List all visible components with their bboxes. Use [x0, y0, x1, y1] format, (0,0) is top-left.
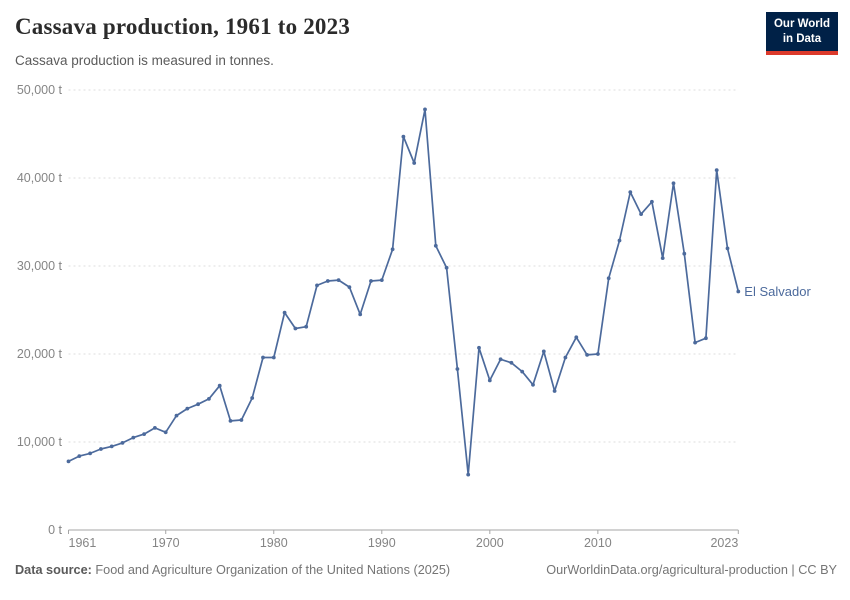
data-point-marker[interactable] [660, 256, 665, 260]
data-point-marker[interactable] [153, 426, 157, 430]
x-axis-label: 1980 [260, 536, 288, 550]
data-point-marker[interactable] [650, 199, 654, 204]
x-axis-label: 1990 [368, 536, 396, 550]
data-point-marker[interactable] [228, 419, 233, 423]
data-point-marker[interactable] [552, 389, 557, 393]
data-point-marker[interactable] [412, 161, 417, 165]
data-point-marker[interactable] [325, 279, 330, 283]
data-point-marker[interactable] [207, 397, 211, 401]
data-point-marker[interactable] [99, 447, 103, 451]
chart-subtitle: Cassava production is measured in tonnes… [15, 53, 274, 68]
data-point-marker[interactable] [444, 265, 449, 270]
data-point-marker[interactable] [77, 454, 82, 458]
y-axis-label: 0 t [48, 523, 62, 537]
series-line[interactable] [67, 108, 740, 476]
data-point-marker[interactable] [217, 383, 222, 388]
data-source-note: Data source: Food and Agriculture Organi… [15, 563, 450, 577]
data-point-marker[interactable] [401, 134, 406, 139]
data-point-marker[interactable] [671, 181, 676, 186]
data-point-marker[interactable] [293, 326, 298, 331]
data-point-marker[interactable] [606, 276, 611, 281]
x-axis-label: 2010 [584, 536, 612, 550]
data-point-marker[interactable] [433, 243, 438, 248]
data-point-marker[interactable] [261, 355, 265, 360]
data-point-marker[interactable] [520, 369, 525, 374]
data-point-marker[interactable] [455, 367, 460, 371]
data-point-marker[interactable] [498, 357, 503, 362]
data-point-marker[interactable] [271, 355, 276, 360]
data-point-marker[interactable] [617, 238, 622, 243]
owid-logo-line1: Our World [773, 18, 830, 30]
y-axis-label: 30,000 t [17, 259, 63, 273]
page-title: Cassava production, 1961 to 2023 [15, 14, 351, 39]
data-point-marker[interactable] [390, 247, 395, 252]
data-point-marker[interactable] [131, 435, 136, 440]
data-point-marker[interactable] [714, 168, 719, 173]
data-point-marker[interactable] [196, 402, 201, 407]
data-point-marker[interactable] [596, 352, 600, 356]
attribution-link[interactable]: OurWorldinData.org/agricultural-producti… [546, 563, 837, 577]
data-point-marker[interactable] [369, 279, 373, 283]
data-point-marker[interactable] [239, 418, 244, 422]
owid-logo: Our World in Data [765, 12, 838, 55]
y-axis-label: 20,000 t [17, 347, 63, 361]
data-point-marker[interactable] [563, 355, 568, 360]
data-point-marker[interactable] [639, 212, 643, 217]
data-point-marker[interactable] [574, 335, 579, 340]
data-point-marker[interactable] [282, 310, 287, 315]
data-point-marker[interactable] [336, 278, 341, 282]
data-point-marker[interactable] [628, 190, 633, 195]
data-point-marker[interactable] [509, 360, 514, 365]
chart-footer: Data source: Food and Agriculture Organi… [15, 563, 837, 577]
data-point-marker[interactable] [487, 378, 492, 383]
data-point-marker[interactable] [66, 459, 71, 464]
entity-label: El Salvador [744, 284, 811, 299]
data-point-marker[interactable] [250, 396, 255, 400]
data-point-marker[interactable] [142, 432, 147, 436]
data-point-marker[interactable] [541, 349, 546, 354]
data-point-marker[interactable] [304, 324, 309, 329]
data-point-marker[interactable] [185, 406, 190, 411]
data-point-marker[interactable] [109, 444, 114, 449]
data-source-label: Data source: [15, 563, 92, 577]
data-point-marker[interactable] [88, 451, 92, 456]
data-point-marker[interactable] [531, 382, 535, 387]
data-point-marker[interactable] [693, 340, 697, 345]
data-point-marker[interactable] [379, 278, 384, 282]
x-axis-label: 1961 [69, 536, 97, 550]
x-axis-label: 2000 [476, 536, 504, 550]
data-point-marker[interactable] [466, 472, 471, 477]
data-point-marker[interactable] [347, 285, 352, 289]
y-axis-label: 50,000 t [17, 83, 63, 97]
data-point-marker[interactable] [120, 441, 125, 445]
owid-logo-line2: in Data [782, 32, 822, 45]
data-point-marker[interactable] [725, 246, 730, 251]
data-point-marker[interactable] [358, 312, 363, 317]
data-point-marker[interactable] [163, 430, 168, 435]
data-point-marker[interactable] [477, 345, 481, 350]
data-point-marker[interactable] [423, 107, 427, 112]
line-chart[interactable]: 0 t 10,000 t 20,000 t 30,000 t 40,000 t 50,00… [0, 0, 850, 555]
data-source-text: Food and Agriculture Organization of the… [91, 563, 451, 577]
data-point-marker[interactable] [585, 353, 589, 357]
y-axis-label: 40,000 t [17, 171, 63, 185]
y-axis-label: 10,000 t [17, 435, 63, 449]
x-axis-label: 2023 [710, 536, 738, 550]
x-axis-label: 1970 [152, 536, 180, 550]
data-point-marker[interactable] [315, 283, 319, 288]
data-point-marker[interactable] [704, 336, 708, 341]
data-point-marker[interactable] [736, 289, 741, 294]
data-point-marker[interactable] [174, 413, 179, 418]
data-point-marker[interactable] [682, 251, 687, 256]
